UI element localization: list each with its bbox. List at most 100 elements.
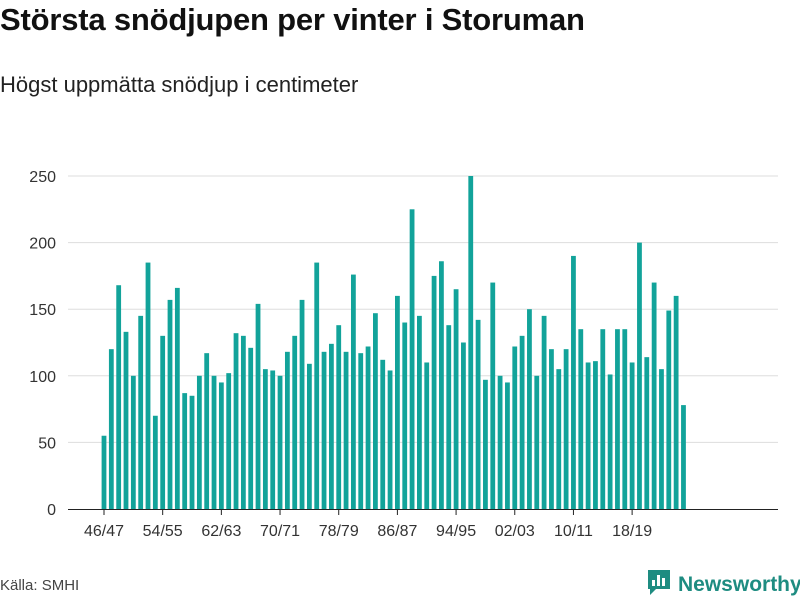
bar: [622, 329, 628, 509]
bar: [439, 261, 444, 509]
bar: [490, 282, 496, 509]
bar: [541, 315, 547, 509]
bar: [600, 329, 606, 509]
bar: [395, 295, 400, 509]
y-tick-label: 200: [29, 236, 56, 253]
bar: [101, 435, 107, 509]
bar: [160, 335, 166, 509]
bar: [497, 375, 503, 509]
bar: [218, 382, 224, 509]
bar: [240, 335, 246, 509]
bar: [299, 299, 305, 509]
bar: [629, 362, 635, 509]
bar: [196, 375, 202, 509]
bar: [277, 375, 283, 509]
bar: [365, 346, 371, 509]
bar: [387, 370, 393, 509]
bar: [108, 349, 114, 509]
bar: [659, 369, 664, 509]
bar: [233, 333, 239, 509]
bar: [343, 351, 349, 509]
bar: [549, 349, 554, 509]
bar: [593, 361, 598, 509]
bar: [453, 289, 459, 509]
bar: [424, 362, 430, 509]
bar: [505, 382, 510, 509]
bar: [519, 335, 525, 509]
bar: [336, 325, 342, 509]
bar: [152, 415, 158, 509]
bar: [431, 275, 437, 509]
y-tick-label: 100: [29, 369, 56, 386]
bar: [512, 346, 518, 509]
bar: [130, 375, 136, 509]
bar-chart-logo-icon: [646, 568, 672, 601]
bar: [138, 315, 144, 509]
bar: [248, 347, 254, 509]
brand-logo[interactable]: Newsworthy: [646, 568, 800, 601]
x-tick-label: 86/87: [377, 523, 417, 540]
bar: [145, 262, 151, 509]
bar: [417, 315, 422, 509]
bar: [204, 353, 210, 509]
x-tick-label: 70/71: [260, 523, 300, 540]
bar: [468, 176, 474, 509]
chart-subtitle: Högst uppmätta snödjup i centimeter: [0, 72, 359, 97]
bar: [314, 262, 320, 509]
bar: [651, 282, 657, 509]
bar: [380, 359, 386, 509]
bar: [211, 375, 217, 509]
bar: [189, 395, 195, 509]
bar: [292, 335, 298, 509]
source-note: Källa: SMHI: [0, 577, 80, 594]
bar: [116, 285, 122, 509]
bar: [409, 209, 415, 510]
bar: [534, 375, 540, 509]
x-tick-label: 18/19: [612, 523, 652, 540]
bar: [475, 319, 481, 509]
bar: [563, 349, 569, 509]
bar: [226, 373, 232, 509]
bar: [284, 351, 290, 509]
y-tick-label: 150: [29, 302, 56, 319]
bar: [461, 342, 466, 509]
bar: [402, 322, 408, 509]
x-tick-label: 10/11: [554, 523, 593, 540]
bar: [556, 369, 562, 509]
bar: [571, 255, 576, 509]
bar: [483, 379, 488, 509]
bar: [666, 310, 672, 509]
bar: [270, 370, 276, 509]
brand-name: Newsworthy: [678, 572, 800, 596]
bar: [446, 325, 452, 509]
bar: [350, 274, 356, 509]
bar: [578, 329, 584, 509]
bar: [527, 309, 532, 509]
x-tick-label: 94/95: [436, 523, 476, 540]
y-tick-label: 0: [47, 502, 56, 519]
y-tick-label: 250: [29, 169, 56, 186]
bar: [585, 362, 591, 509]
bar: [358, 353, 364, 509]
bar: [644, 357, 650, 509]
bar: [182, 393, 188, 509]
y-tick-label: 50: [38, 435, 56, 452]
bar: [328, 343, 334, 509]
x-tick-label: 78/79: [319, 523, 359, 540]
bar: [262, 369, 268, 509]
bar: [306, 363, 312, 509]
bar: [255, 303, 261, 509]
x-tick-label: 46/47: [84, 523, 124, 540]
bar: [174, 287, 180, 509]
bar: [637, 242, 642, 509]
bar: [123, 331, 129, 509]
bar: [607, 374, 613, 509]
chart-title: Största snödjupen per vinter i Storuman: [0, 2, 585, 37]
bar: [673, 295, 679, 509]
bar: [373, 313, 378, 509]
bar: [615, 329, 620, 509]
x-tick-label: 02/03: [495, 523, 535, 540]
bar: [167, 299, 173, 509]
bar: [321, 351, 327, 509]
